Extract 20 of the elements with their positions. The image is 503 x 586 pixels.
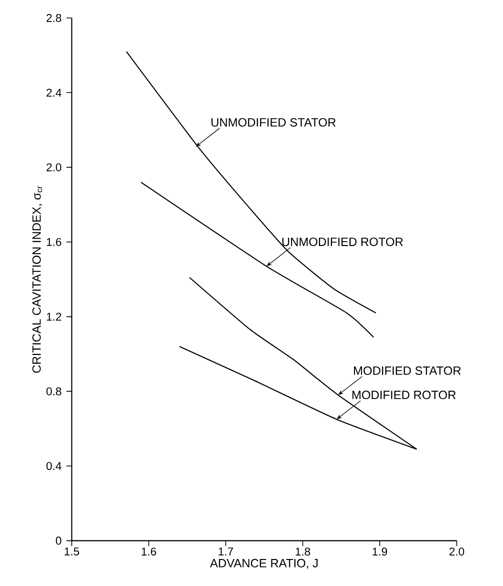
y-tick-label: 1.2: [46, 312, 62, 321]
annotation: MODIFIED ROTOR: [352, 390, 456, 400]
annotation: MODIFIED STATOR: [354, 366, 461, 375]
x-tick-label: 2.0: [449, 548, 464, 556]
x-tick-label: 1.5: [64, 548, 80, 556]
y-tick-label: 0: [56, 536, 62, 545]
y-tick-label: 1.6: [46, 238, 62, 246]
y-tick-label: 0.4: [46, 462, 62, 470]
annotation: UNMODIFIED ROTOR: [282, 238, 403, 246]
y-axis-title: CRITICAL CAVITATION INDEX, σ$_{cr}$: [32, 186, 42, 373]
x-tick-label: 1.6: [142, 548, 156, 556]
y-tick-label: 2.8: [46, 14, 62, 22]
x-tick-label: 1.8: [296, 548, 310, 556]
x-tick-label: 1.7: [218, 548, 234, 556]
x-axis-title: ADVANCE RATIO, J: [210, 558, 318, 569]
y-tick-label: 2.0: [46, 163, 62, 172]
y-tick-label: 0.8: [46, 387, 62, 396]
y-tick-label: 2.4: [46, 88, 62, 97]
annotation: UNMODIFIED STATOR: [211, 118, 336, 127]
x-tick-label: 1.9: [372, 548, 388, 556]
